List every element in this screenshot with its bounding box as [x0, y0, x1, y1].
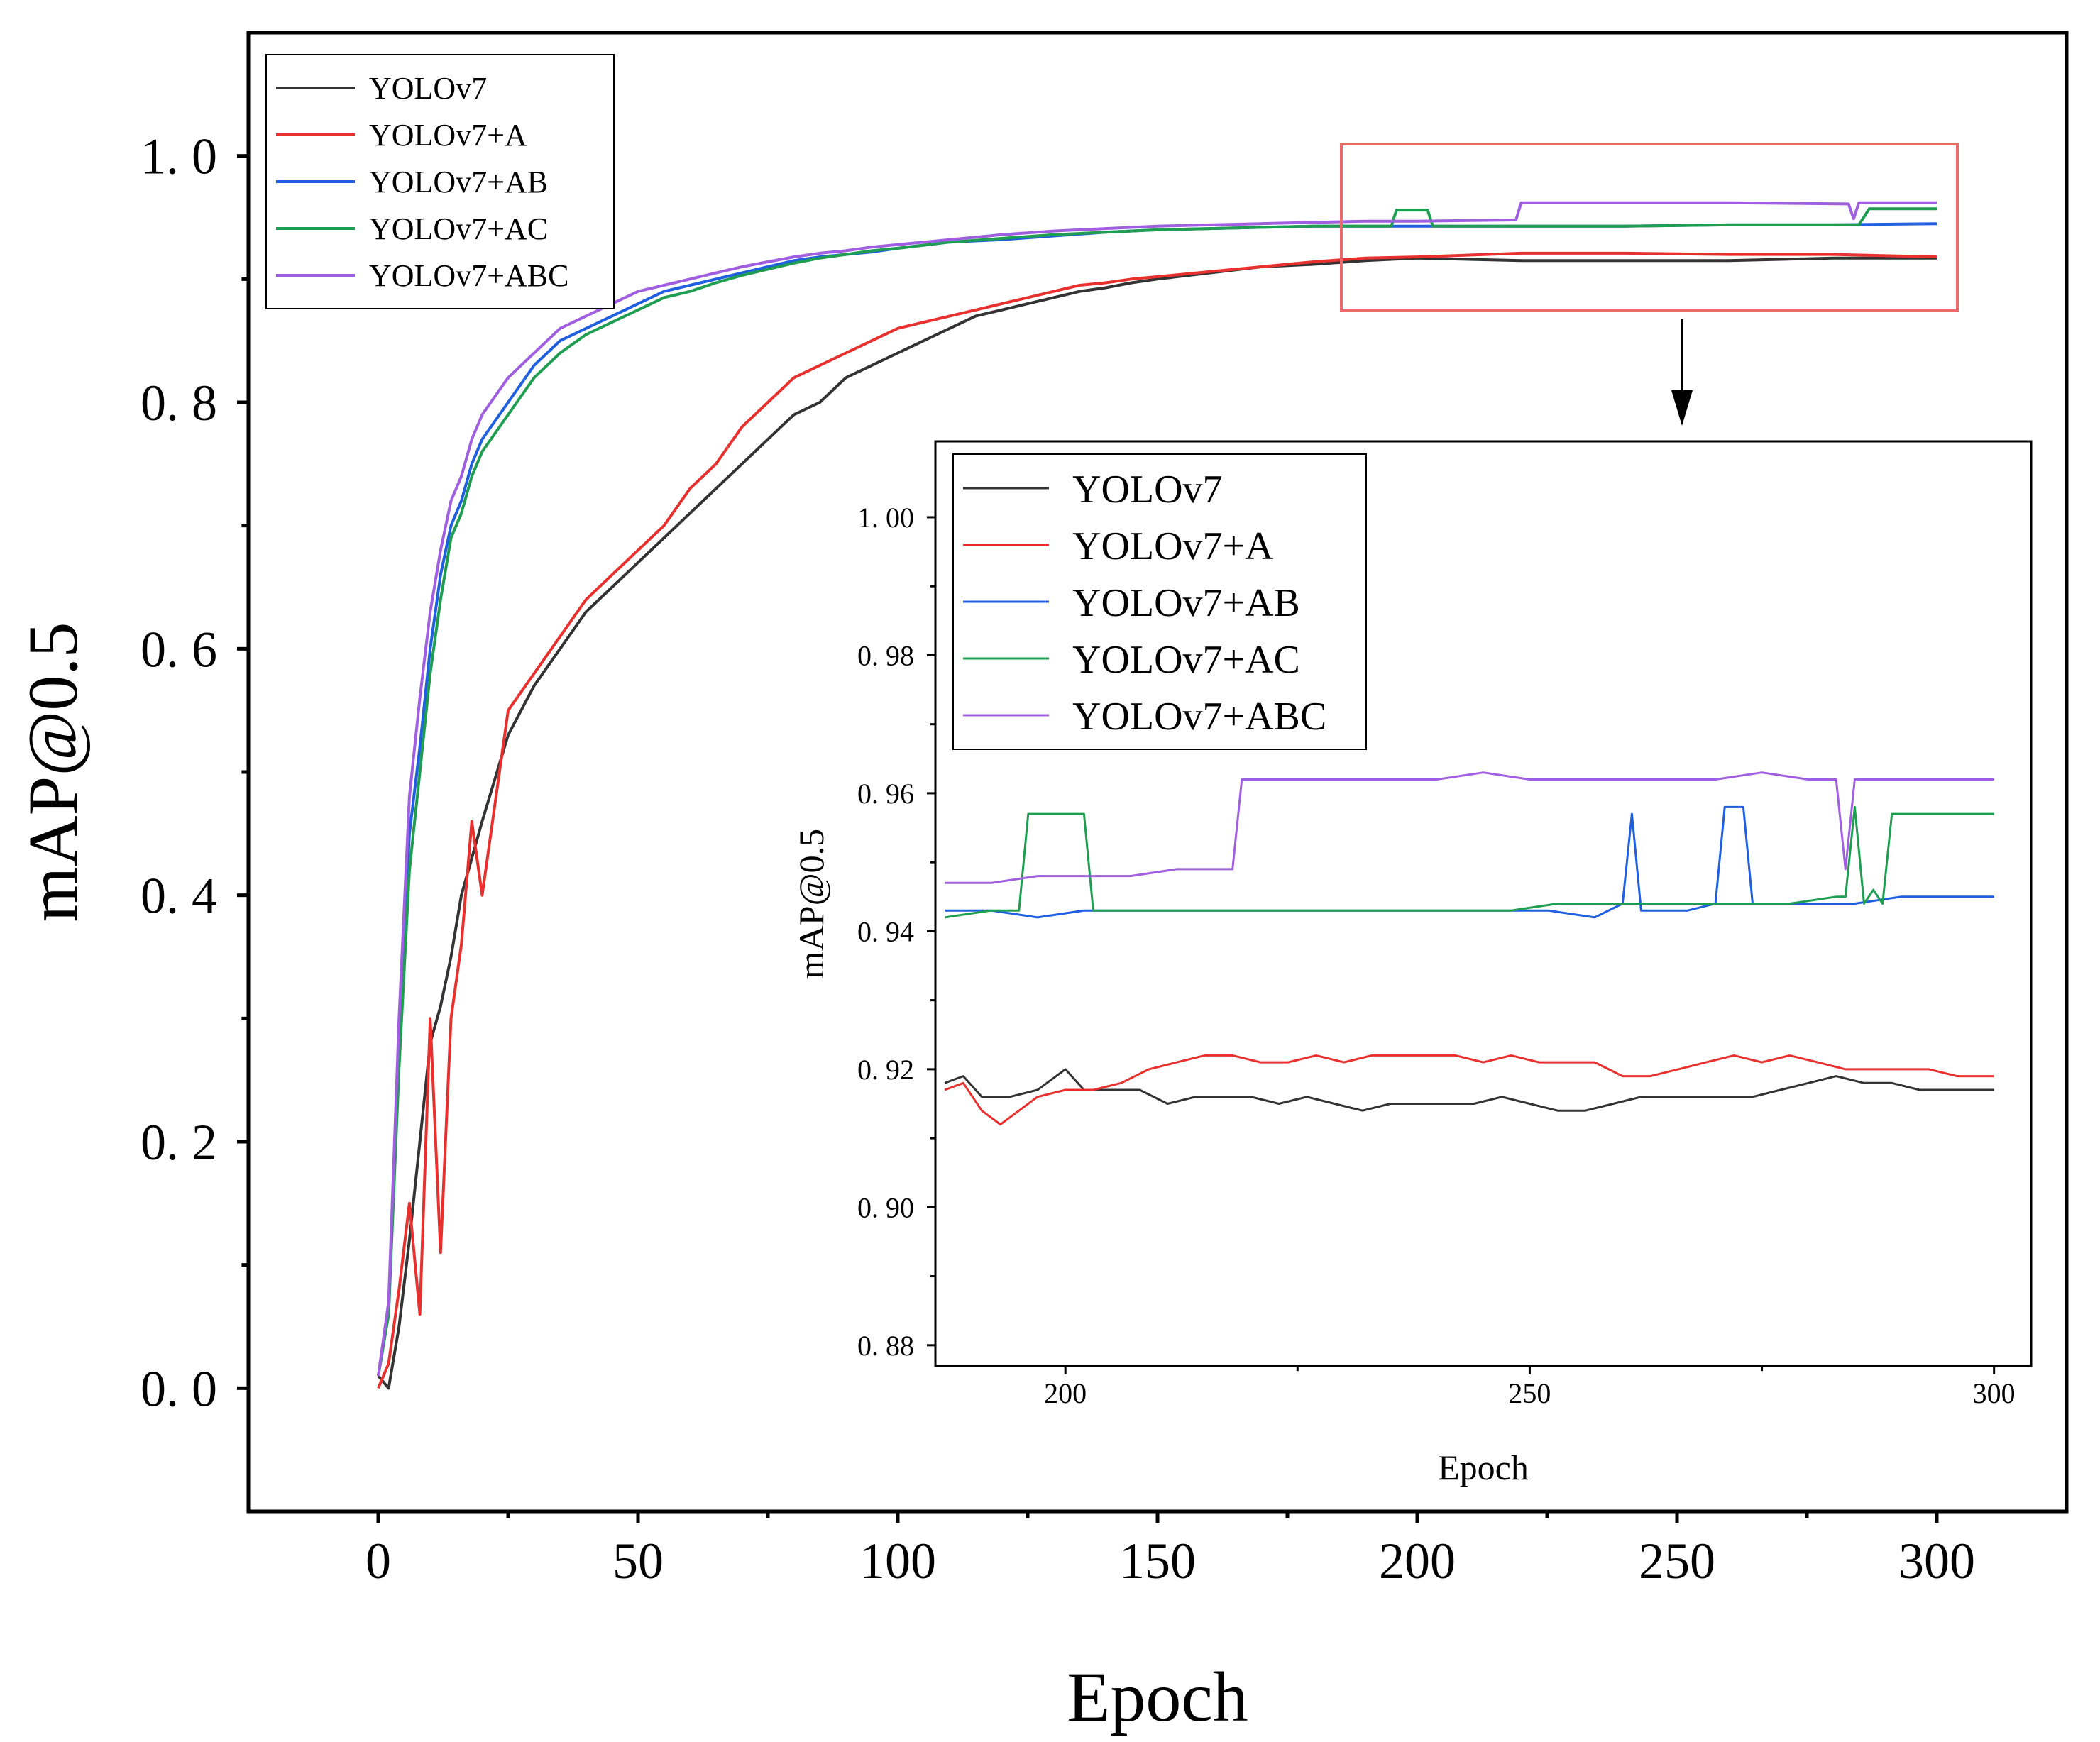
main-y-tick-label: 0. 6: [141, 621, 217, 678]
inset-legend-label-yolov7-ac: YOLOv7+AC: [1072, 638, 1300, 682]
inset-x-tick-label: 300: [1973, 1377, 2016, 1409]
main-x-tick-label: 200: [1379, 1533, 1456, 1589]
inset-plot: 0. 880. 900. 920. 940. 960. 981. 00 200 2…: [791, 436, 2051, 1501]
inset-legend: YOLOv7 YOLOv7+A YOLOv7+AB YOLOv7+AC YOLOv7+A…: [952, 453, 1367, 750]
inset-x-axis-title: Epoch: [1438, 1448, 1529, 1487]
main-legend: YOLOv7 YOLOv7+A YOLOv7+AB YOLOv7+AC YOLOv7+A…: [265, 54, 615, 309]
inset-y-tick-label: 0. 88: [857, 1330, 914, 1362]
inset-series-lines: [944, 771, 1994, 1126]
inset-line-yolov7-ac: [944, 805, 1994, 919]
main-x-tick-label: 150: [1119, 1533, 1196, 1589]
main-y-axis: 0. 0 0. 2 0. 4 0. 6 0. 8 1. 0: [141, 128, 248, 1417]
main-legend-label-yolov7: YOLOv7: [369, 71, 487, 106]
main-y-tick-label: 0. 2: [141, 1114, 217, 1171]
zoom-highlight-box: [1340, 143, 1959, 312]
inset-legend-label-yolov7: YOLOv7: [1072, 468, 1223, 512]
inset-y-tick-label: 0. 98: [857, 639, 914, 671]
main-series-lines: [377, 201, 1937, 1390]
inset-y-tick-label: 1. 00: [857, 502, 914, 534]
main-y-tick-label: 0. 4: [141, 868, 217, 925]
main-x-tick-label: 250: [1639, 1533, 1715, 1589]
inset-y-axis: 0. 88 0. 90 0. 92 0. 94 0. 96 0. 98 1. 00: [857, 502, 935, 1362]
inset-x-tick-label: 200: [1044, 1377, 1087, 1409]
inset-legend-label-yolov7-ab: YOLOv7+AB: [1072, 581, 1300, 625]
zoom-arrow-head: [1671, 390, 1693, 426]
main-legend-label-yolov7-ab: YOLOv7+AB: [369, 165, 548, 199]
main-legend-label-yolov7-ac: YOLOv7+AC: [369, 211, 548, 246]
main-legend-label-yolov7-abc: YOLOv7+ABC: [369, 258, 569, 293]
main-line-yolov7-a: [377, 251, 1937, 1389]
main-x-tick-label: 50: [612, 1533, 664, 1589]
main-line-yolov7-abc: [377, 201, 1937, 1377]
main-x-tick-label: 300: [1898, 1533, 1975, 1589]
main-line-yolov7-ac: [377, 207, 1937, 1377]
inset-y-tick-label: 0. 92: [857, 1054, 914, 1086]
main-x-axis-title: Epoch: [1067, 1658, 1248, 1736]
main-y-tick-label: 0. 0: [141, 1360, 217, 1417]
inset-y-axis-title: mAP@0.5: [791, 829, 831, 979]
main-y-tick-label: 0. 8: [141, 375, 217, 431]
inset-y-tick-label: 0. 90: [857, 1191, 914, 1223]
inset-x-tick-label: 250: [1508, 1377, 1551, 1409]
inset-line-yolov7-abc: [945, 771, 1994, 884]
inset-y-tick-label: 0. 96: [857, 778, 914, 810]
inset-x-axis: 200 250 300: [1044, 1366, 2016, 1409]
inset-plot-frame: [934, 440, 2033, 1367]
zoom-arrow-icon: [1671, 319, 1693, 426]
inset-line-yolov7-a: [944, 1054, 1994, 1126]
inset-y-tick-label: 0. 94: [857, 915, 914, 947]
main-x-tick-label: 0: [365, 1533, 391, 1589]
main-legend-label-yolov7-a: YOLOv7+A: [369, 118, 527, 153]
inset-legend-label-yolov7-a: YOLOv7+A: [1072, 524, 1274, 568]
main-plot: 0. 0 0. 2 0. 4 0. 6 0. 8 1. 0 0 50 100 150 200 250…: [13, 31, 2069, 1736]
main-x-axis: 0 50 100 150 200 250 300: [365, 1511, 1975, 1589]
main-y-tick-label: 1. 0: [141, 128, 217, 185]
main-x-tick-label: 100: [859, 1533, 936, 1589]
inset-legend-label-yolov7-abc: YOLOv7+ABC: [1072, 695, 1326, 739]
main-y-axis-title: mAP@0.5: [13, 622, 92, 922]
